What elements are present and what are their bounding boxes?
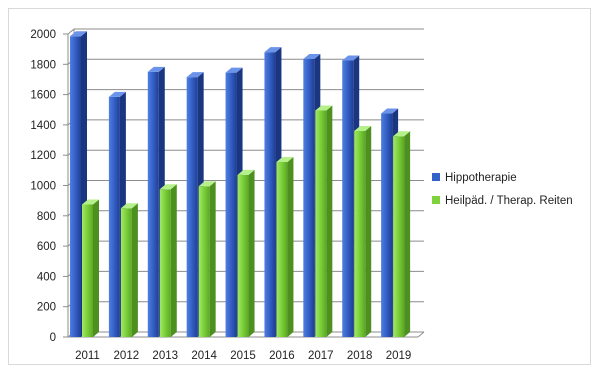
y-tick-label-200: 200 (37, 302, 56, 314)
bar-front (108, 96, 120, 337)
legend: Hippotherapie Heilpäd. / Therap. Reiten (432, 172, 573, 207)
y-tick-label-800: 800 (37, 211, 56, 223)
bar-front (186, 77, 198, 338)
y-tick-label-1600: 1600 (30, 90, 56, 102)
y-tick-label-1400: 1400 (30, 120, 56, 132)
bar-reiten-2014 (198, 181, 216, 337)
bar-reiten-2017 (315, 105, 333, 337)
y-tick-label-1800: 1800 (30, 59, 56, 71)
bar-front (225, 72, 237, 337)
legend-swatch-hippotherapie (432, 173, 440, 181)
bar-front (159, 189, 171, 337)
bar-top (225, 67, 243, 73)
bar-front (393, 136, 405, 337)
bar-front (198, 186, 210, 337)
bar-front (381, 113, 393, 337)
bar-front (342, 60, 354, 337)
bar-top (303, 53, 321, 59)
x-tick-label-2018: 2018 (347, 350, 373, 362)
bar-top (70, 31, 87, 37)
bar-top (147, 66, 165, 72)
bar-top (354, 125, 372, 131)
bar-side (209, 181, 216, 337)
x-tick-label-2013: 2013 (152, 350, 178, 362)
y-tick-label-600: 600 (37, 241, 56, 253)
y-tick-label-2000: 2000 (30, 29, 56, 41)
bar-side (326, 105, 333, 337)
legend-label-reiten: Heilpäd. / Therap. Reiten (445, 195, 573, 207)
bar-top (237, 169, 255, 175)
x-tick-label-2017: 2017 (308, 350, 334, 362)
bar-front (276, 162, 288, 337)
bar-side (248, 169, 255, 337)
bar-front (120, 208, 132, 337)
bar-reiten-2018 (354, 125, 372, 338)
y-tick-label-0: 0 (50, 332, 56, 344)
y-tick-label-1200: 1200 (30, 150, 56, 162)
bar-side (131, 203, 138, 337)
bar-side (365, 125, 372, 338)
bar-front (237, 174, 249, 337)
bar-reiten-2011 (82, 199, 99, 337)
bar-front (82, 204, 93, 337)
bar-side (170, 184, 177, 337)
bar-front (354, 130, 366, 337)
bar-top (342, 55, 360, 61)
legend-label-hippotherapie: Hippotherapie (445, 172, 517, 184)
tick-labels: 0 200 400 600 800 1000 1200 1400 1600 1800 2000 201… (30, 29, 411, 362)
bar-reiten-2015 (237, 169, 255, 337)
x-tick-label-2014: 2014 (191, 350, 217, 362)
bar-top (315, 105, 333, 111)
bar-reiten-2019 (393, 131, 411, 337)
bar-top (198, 181, 216, 187)
bar-top (264, 47, 282, 53)
gridline-side-2000 (67, 28, 75, 35)
bar-top (276, 157, 294, 163)
bar-side (404, 131, 411, 337)
x-tick-label-2011: 2011 (75, 350, 100, 362)
bar-front (70, 36, 81, 338)
bar-side (93, 199, 99, 337)
bar-reiten-2013 (159, 184, 177, 337)
bar-front (315, 110, 327, 337)
bars (70, 31, 411, 338)
bar-reiten-2016 (276, 157, 294, 337)
x-tick-label-2012: 2012 (114, 350, 140, 362)
bar-reiten-2012 (120, 203, 138, 337)
y-tick-label-400: 400 (37, 271, 56, 283)
chart-frame (8, 8, 591, 365)
x-tick-label-2019: 2019 (386, 350, 412, 362)
bar-front (264, 52, 276, 338)
y-tick-label-1000: 1000 (30, 181, 56, 193)
x-axis-corner (417, 331, 425, 338)
bar-top (159, 184, 177, 190)
bar-top (381, 108, 399, 114)
legend-swatch-reiten (432, 196, 440, 204)
bar-top (82, 199, 99, 205)
bar-top (120, 203, 138, 209)
bar-top (186, 72, 204, 78)
bar-front (147, 71, 159, 337)
bar-top (393, 131, 411, 137)
x-tick-label-2016: 2016 (269, 350, 295, 362)
x-tick-label-2015: 2015 (230, 350, 256, 362)
bar-front (303, 58, 315, 338)
bar-top (108, 91, 126, 97)
bar-side (287, 157, 294, 337)
